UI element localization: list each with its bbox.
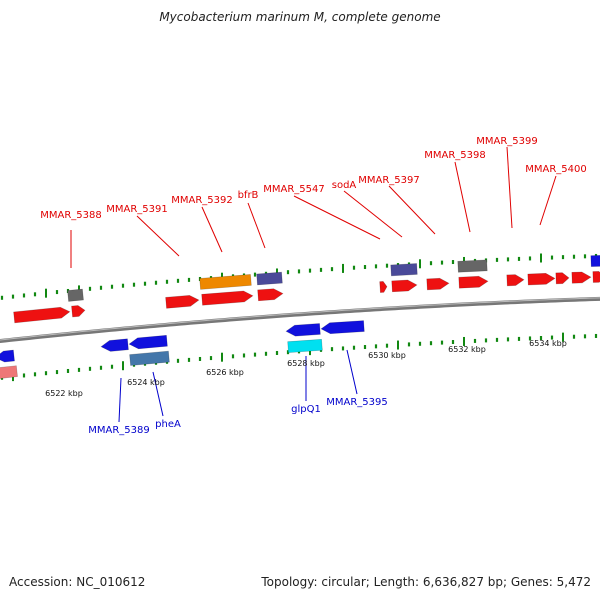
coordinate-label: 6534 kbp (529, 339, 567, 348)
gene-arrow-forward (458, 275, 489, 289)
gene-block-slate (390, 263, 418, 277)
gene-block-gray (457, 259, 488, 273)
tick-label-layer: 6522 kbp 6524 kbp 6526 kbp 6528 kbp 6530 kbp… (45, 339, 567, 398)
gene-label-MMAR_5400: MMAR_5400 (525, 164, 587, 175)
map-title: Mycobacterium marinum M, complete genome (159, 10, 441, 24)
gene-label-MMAR_5392: MMAR_5392 (171, 195, 233, 206)
coordinate-label: 6530 kbp (368, 351, 406, 360)
gene-block-blue (590, 254, 600, 267)
gene-label-MMAR_5398: MMAR_5398 (424, 150, 486, 161)
backbone-layer (0, 296, 600, 344)
gene-arrow-forward (592, 271, 600, 283)
label-leader-line (346, 349, 358, 395)
gene-arrow-forward (555, 272, 570, 285)
label-leader-line (136, 215, 180, 257)
gene-arrow-reverse (128, 334, 168, 350)
gene-arrow-forward (201, 290, 254, 306)
label-leader-line (118, 377, 122, 423)
gene-label-MMAR_5395: MMAR_5395 (326, 397, 388, 408)
gene-block-pink (0, 365, 18, 380)
label-leader-line (247, 202, 266, 249)
coordinate-label: 6532 kbp (448, 345, 486, 354)
gene-arrow-forward (506, 274, 525, 287)
tick-layer (0, 253, 598, 382)
label-leader-line (343, 190, 403, 238)
leader-line-layer (70, 146, 557, 423)
gene-arrow-forward (391, 279, 418, 293)
accession-text: Accession: NC_010612 (9, 575, 146, 589)
gene-block-slate (256, 271, 283, 286)
gene-arrow-forward (13, 306, 71, 324)
gene-block-gray (67, 288, 84, 302)
coordinate-label: 6528 kbp (287, 359, 325, 368)
gene-label-sodA: sodA (332, 180, 357, 191)
gene-arrow-forward (165, 295, 200, 309)
gene-arrow-reverse (100, 338, 129, 352)
label-leader-line (454, 161, 471, 233)
gene-arrow-forward (379, 281, 388, 293)
gene-label-MMAR_5391: MMAR_5391 (106, 204, 168, 215)
genome-backbone-highlight (0, 297, 600, 341)
coordinate-label: 6522 kbp (45, 389, 83, 398)
gene-label-MMAR_5389: MMAR_5389 (88, 425, 150, 436)
gene-arrow-reverse (285, 323, 321, 337)
gene-arrow-reverse (320, 320, 365, 335)
gene-label-MMAR_5388: MMAR_5388 (40, 210, 102, 221)
gene-label-MMAR_5399: MMAR_5399 (476, 136, 538, 147)
label-leader-line (293, 195, 381, 240)
label-leader-line (388, 185, 436, 235)
gene-label-MMAR_5547: MMAR_5547 (263, 184, 325, 195)
gene-block-steel (129, 350, 170, 366)
gene-block-orange (199, 274, 252, 290)
gene-arrow-forward (571, 271, 592, 284)
gene-label-glpQ1: glpQ1 (291, 404, 321, 415)
label-leader-line (201, 206, 223, 253)
gene-arrow-forward (426, 277, 450, 291)
coordinate-label: 6524 kbp (127, 378, 165, 387)
gene-layer (0, 254, 600, 380)
label-leader-line (152, 371, 164, 417)
coordinate-label: 6526 kbp (206, 368, 244, 377)
gene-block-cyan (287, 338, 323, 353)
genome-backbone (0, 296, 600, 344)
gene-arrow-forward (71, 305, 86, 318)
genome-info-text: Topology: circular; Length: 6,636,827 bp… (261, 575, 591, 589)
label-leader-line (539, 175, 557, 226)
gene-arrow-forward (257, 288, 284, 302)
label-leader-line (506, 146, 513, 229)
gene-label-MMAR_5397: MMAR_5397 (358, 175, 420, 186)
gene-arrow-reverse (0, 349, 15, 363)
gene-label-bfrB: bfrB (238, 190, 259, 201)
gene-label-pheA: pheA (155, 419, 181, 430)
gene-arrow-forward (527, 272, 556, 286)
